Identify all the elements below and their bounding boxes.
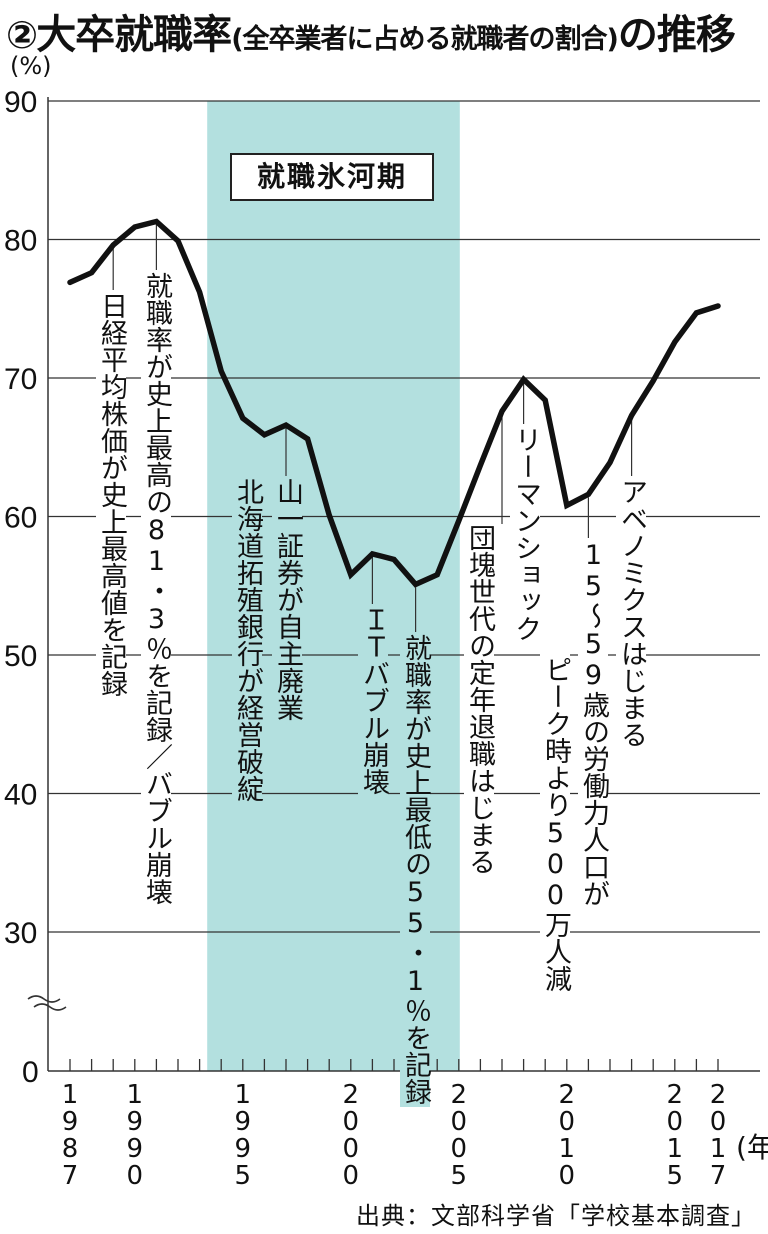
title-sub: (全卒業者に占める就職者の割合) xyxy=(231,24,619,55)
annotation-nikkei: 日経平均株価が史上最高値を記録 xyxy=(96,290,127,699)
y-tick-label: 0 xyxy=(22,1056,39,1089)
annotation-yamaichi: 山一証券が自主廃業 xyxy=(272,476,303,723)
y-tick-label: 40 xyxy=(4,779,37,812)
annotation-abenomics: アベノミクスはじまる xyxy=(616,476,647,750)
annotation-dankai: 団塊世代の定年退職はじまる xyxy=(464,522,495,877)
y-tick-label: 80 xyxy=(4,225,37,258)
x-tick-label: 2 0 1 7 xyxy=(709,1080,727,1191)
annotation-peak: 就職率が史上最高の81・3％を記録／バブル崩壊 xyxy=(141,270,172,907)
title-number: ② xyxy=(6,13,38,57)
y-tick-label: 90 xyxy=(4,86,37,119)
y-tick-label: 30 xyxy=(4,917,37,950)
annotation-lehman: リーマンショック xyxy=(510,424,541,644)
annotation-labor-2: ピーク時より500万人減 xyxy=(540,654,571,994)
source-citation: 出典：文部科学省「学校基本調査」 xyxy=(356,1202,756,1230)
x-tick-label: 2 0 0 0 xyxy=(342,1080,360,1191)
title-tail: の推移 xyxy=(617,12,736,58)
data-line xyxy=(67,218,721,588)
x-tick-label: 2 0 0 5 xyxy=(450,1080,468,1191)
annotation-labor-1: 15～59歳の労働力人口が xyxy=(578,538,609,909)
annotation-lowest: 就職率が史上最低の55・1％を記録 xyxy=(400,632,431,1107)
x-tick-label: 1 9 8 7 xyxy=(61,1080,79,1191)
x-tick-label: 2 0 1 0 xyxy=(558,1080,576,1191)
x-axis-unit: (年) xyxy=(736,1131,768,1164)
x-tick-label: 1 9 9 5 xyxy=(234,1080,252,1191)
axis-break-icon xyxy=(27,995,67,1011)
y-tick-label: 60 xyxy=(4,502,37,535)
rate-line xyxy=(67,218,721,588)
annotation-leaders xyxy=(112,224,633,634)
annotation-takugin: 北海道拓殖銀行が経営破綻 xyxy=(232,476,263,804)
y-tick-label: 70 xyxy=(4,363,37,396)
y-axis-unit: (%) xyxy=(10,52,52,80)
title-main: 大卒就職率 xyxy=(36,12,232,58)
y-tick-label: 50 xyxy=(4,640,37,673)
era-label-box: 就職氷河期 xyxy=(230,153,434,201)
chart-title: ② 大卒就職率 (全卒業者に占める就職者の割合) の推移 xyxy=(6,2,736,58)
annotation-itbubble: ＩＴバブル崩壊 xyxy=(358,604,389,797)
gridlines: 0 30 40 50 60 70 80 90 xyxy=(4,86,760,1089)
x-tick-label: 2 0 1 5 xyxy=(666,1080,684,1191)
x-tick-label: 1 9 9 0 xyxy=(126,1080,144,1191)
